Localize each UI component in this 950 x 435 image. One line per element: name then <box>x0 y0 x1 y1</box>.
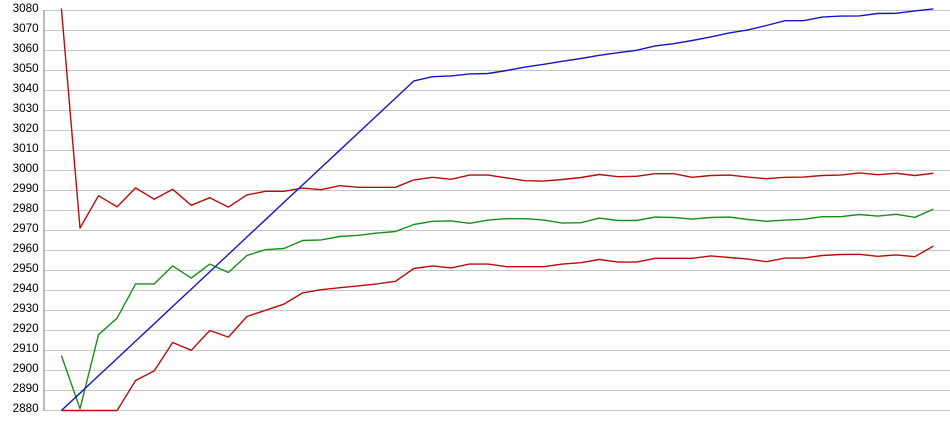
svg-text:2930: 2930 <box>13 302 40 315</box>
svg-text:3030: 3030 <box>13 102 40 115</box>
svg-text:2880: 2880 <box>13 402 40 415</box>
svg-text:3080: 3080 <box>13 2 40 15</box>
svg-text:3050: 3050 <box>13 62 40 75</box>
svg-text:3040: 3040 <box>13 82 40 95</box>
svg-text:2990: 2990 <box>13 182 40 195</box>
svg-text:3000: 3000 <box>13 162 40 175</box>
svg-text:3020: 3020 <box>13 122 40 135</box>
svg-text:2890: 2890 <box>13 382 40 395</box>
svg-text:3070: 3070 <box>13 22 40 35</box>
svg-text:2960: 2960 <box>13 242 40 255</box>
svg-text:3010: 3010 <box>13 142 40 155</box>
svg-text:2980: 2980 <box>13 202 40 215</box>
svg-text:2940: 2940 <box>13 282 40 295</box>
svg-text:2920: 2920 <box>13 322 40 335</box>
svg-text:2900: 2900 <box>13 362 40 375</box>
svg-text:2910: 2910 <box>13 342 40 355</box>
svg-text:3060: 3060 <box>13 42 40 55</box>
svg-text:2970: 2970 <box>13 222 40 235</box>
svg-text:2950: 2950 <box>13 262 40 275</box>
